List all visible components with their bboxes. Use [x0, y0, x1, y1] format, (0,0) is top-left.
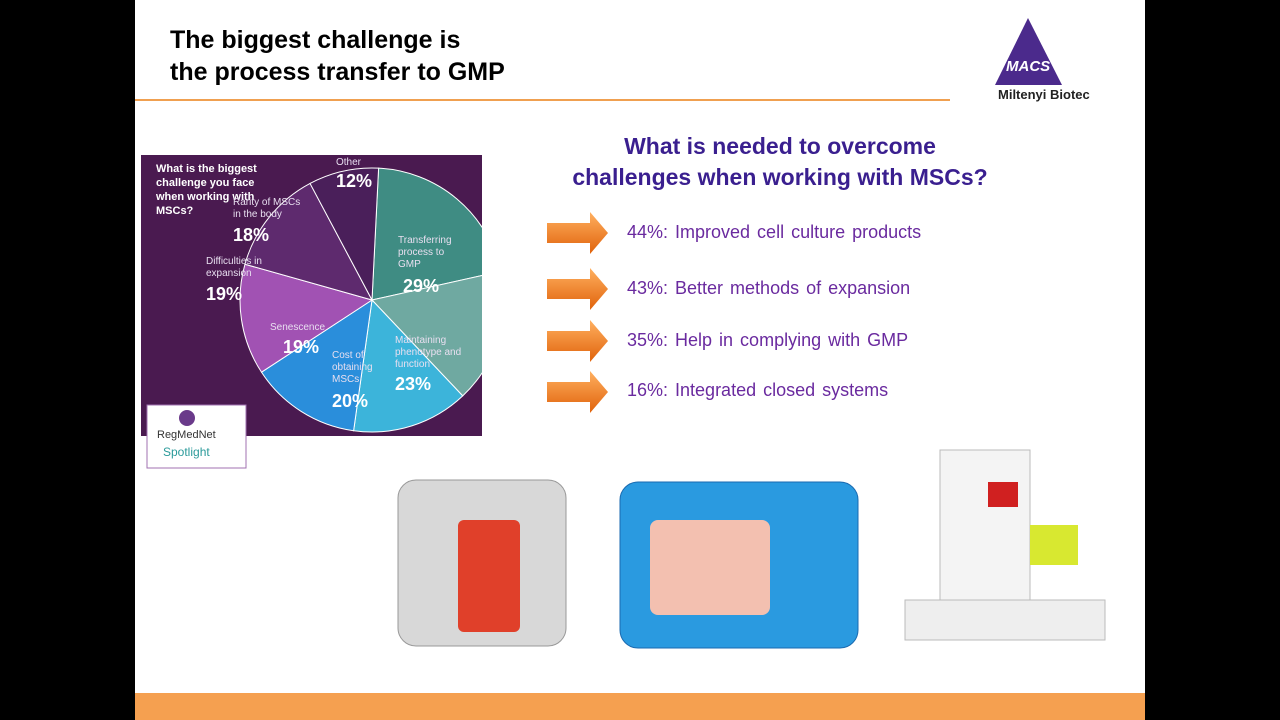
footer-bar — [135, 693, 1145, 720]
device-body — [939, 449, 1031, 601]
needs-heading: What is needed to overcome — [624, 133, 936, 159]
pie-value: 19% — [206, 284, 243, 304]
need-item: 35%: Help in complying with GMP — [627, 330, 909, 350]
logo-company: Miltenyi Biotec — [998, 87, 1090, 102]
need-item: 16%: Integrated closed systems — [627, 380, 889, 400]
survey-title: What is the biggest challenge you face w… — [156, 163, 257, 217]
pie-slice — [353, 298, 464, 433]
flask — [458, 520, 520, 632]
pie-value: 20% — [332, 391, 369, 411]
needs-heading: challenges when working with MSCs? — [572, 164, 988, 190]
arrow — [547, 371, 608, 413]
source-sub: Spotlight — [163, 445, 210, 459]
pie-value: 18% — [233, 225, 270, 245]
pie-value: 29% — [403, 276, 440, 296]
pie — [239, 167, 482, 433]
pie-value: 12% — [336, 171, 373, 191]
pie-label: Rarity of MSCs in the body — [233, 197, 301, 220]
pie-label: Other — [336, 157, 362, 168]
pie-label: Transferring process to GMP — [398, 235, 452, 270]
need-item: 44%: Improved cell culture products — [627, 222, 922, 242]
pie-slice — [244, 182, 373, 301]
device-screen — [1030, 525, 1078, 565]
logo-triangle — [995, 18, 1062, 85]
pie-slice — [371, 274, 482, 397]
need-item: 43%: Better methods of expansion — [627, 278, 911, 298]
source-name: RegMedNet — [157, 429, 216, 441]
arrow — [547, 212, 608, 254]
product-image-device — [904, 449, 1106, 641]
device-base — [904, 599, 1106, 641]
bag — [650, 520, 770, 615]
regmednet-icon — [179, 410, 195, 426]
device-bag — [988, 482, 1018, 507]
pie-slice — [309, 167, 380, 302]
arrow — [547, 268, 608, 310]
logo-mark: MACS — [1006, 58, 1051, 75]
pie-slice — [260, 298, 373, 432]
slide-title: the process transfer to GMP — [170, 58, 505, 86]
arrows — [547, 212, 608, 413]
pie-value: 23% — [395, 374, 432, 394]
pie-label: Cost of obtaining MSCs — [332, 350, 373, 385]
pie-value: 19% — [283, 337, 320, 357]
regmednet-box — [146, 404, 247, 469]
slide-title: The biggest challenge is — [170, 26, 461, 54]
arrow — [547, 320, 608, 362]
pie-label: Difficulties in expansion — [206, 256, 262, 279]
pie-label: Maintaining phenotype and function — [395, 335, 462, 370]
pie-slice — [371, 167, 482, 301]
pie-label: Senescence — [270, 322, 326, 333]
